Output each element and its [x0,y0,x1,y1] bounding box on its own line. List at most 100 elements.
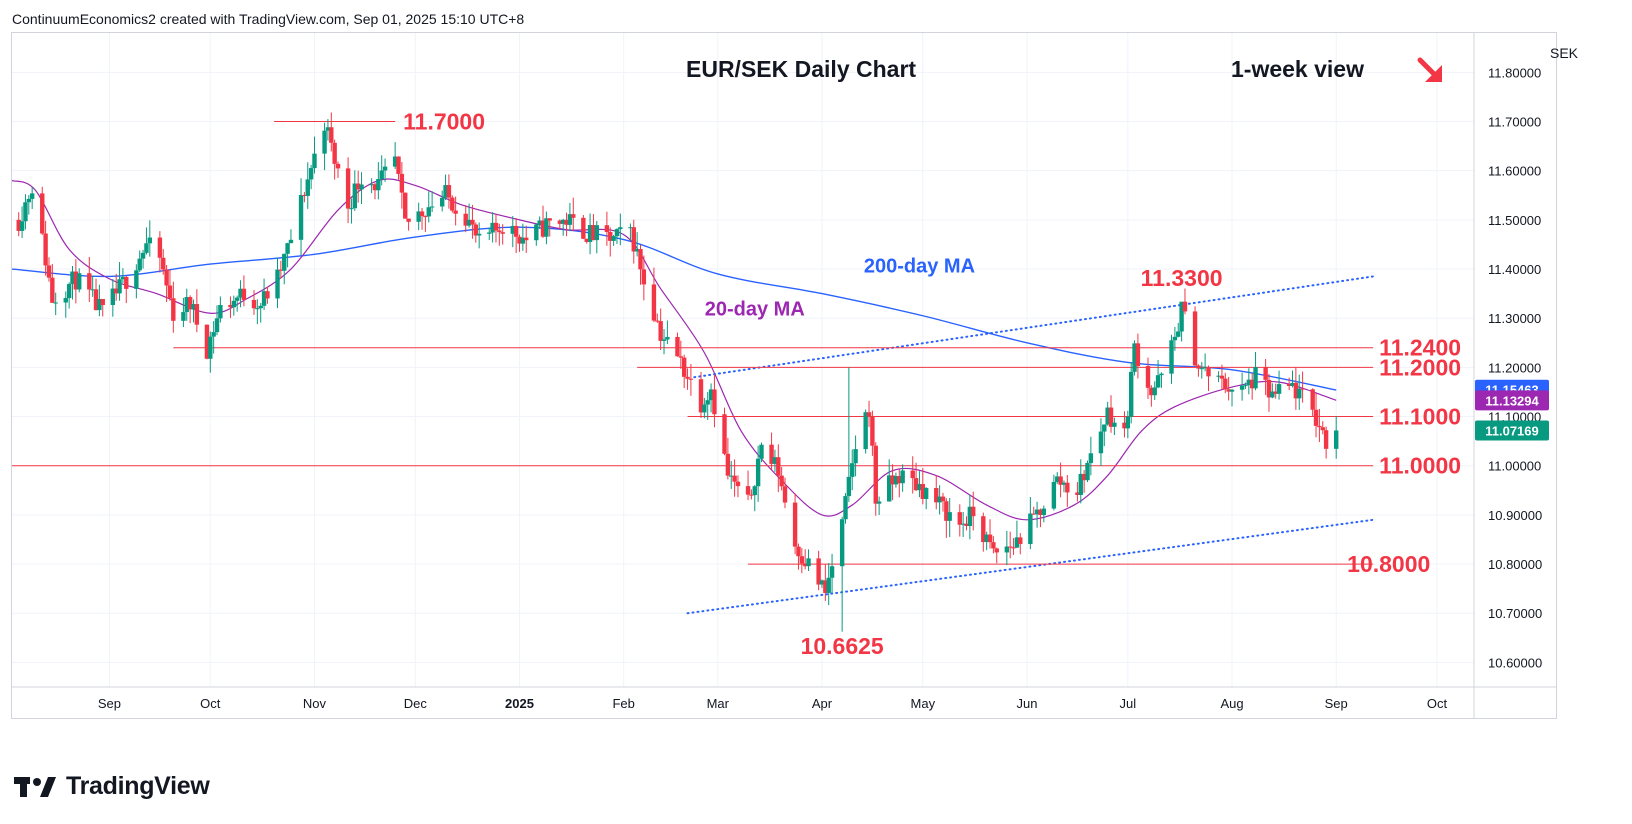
tradingview-brand[interactable]: TradingView [14,772,210,801]
candle-body [288,239,294,244]
candle-body [611,236,616,241]
candle-body [631,227,636,252]
candle-body [792,502,798,547]
candle-body [234,297,240,301]
candle-body [100,298,105,306]
x-tick-label: Jun [1017,696,1038,711]
candle-body [991,542,996,549]
candle-body [335,163,341,169]
candle-body [228,304,233,308]
channel-lines [686,275,1375,615]
candle-body [403,192,408,219]
ma-label: 20-day MA [705,299,805,321]
candle-body [1223,378,1228,390]
candle-body [618,227,623,230]
candle-body [87,273,92,290]
candle-body [1159,373,1164,376]
candle-body [1172,336,1178,341]
candle-body [544,218,549,237]
candle-body [712,389,717,415]
candle-body [147,237,152,244]
candle-body [1317,425,1322,428]
chart-annotations: 11.3300 10.6625 200-day MA 20-day MA [705,255,1223,659]
candle-body [73,271,79,290]
candle-body [23,202,28,222]
candle-body [426,207,431,217]
candle-body [641,269,647,285]
candle-body [1038,509,1043,515]
candle-body [1051,481,1057,509]
candle-body [920,484,926,499]
candle-body [1273,391,1278,394]
candle-body [241,288,247,300]
y-tick-label: 11.40000 [1488,262,1541,277]
candle-body [312,153,317,169]
candle-body [1078,473,1083,495]
candle-body [278,269,284,271]
candle-body [661,339,667,341]
candle-body [1310,389,1315,410]
candle-body [40,193,45,234]
candle-body [161,257,166,270]
candle-body [614,229,620,237]
candle-body [846,476,852,497]
candle-body [722,414,727,454]
candle-body [352,183,358,209]
candle-body [510,225,515,234]
price-badge [1475,420,1549,441]
ma200-path [11,226,1337,391]
y-tick-label: 11.20000 [1488,360,1541,375]
candle-body [802,563,808,567]
candle-body [910,470,915,479]
candle-body [97,298,102,311]
candle-body [1041,508,1047,515]
candle-body [298,195,304,240]
candle-body [124,276,129,289]
candle-body [1125,416,1131,429]
chart-title: EUR/SEK Daily Chart [686,56,916,82]
candle-body [917,484,922,491]
candle-body [497,230,502,233]
candlestick-series [16,112,1339,632]
x-tick-label: Sep [98,696,121,711]
candle-body [1145,366,1151,388]
candle-body [843,496,848,520]
candle-body [1249,379,1255,389]
x-tick-label: 2025 [505,696,534,711]
candle-body [779,475,784,487]
candle-body [702,404,707,413]
channel-line [693,275,1375,379]
candle-body [218,304,223,319]
candle-body [1128,371,1134,417]
candle-body [473,224,479,236]
candle-body [776,457,781,476]
candle-body [110,288,116,306]
candle-body [211,332,216,337]
candle-body [359,184,364,190]
candle-body [1226,389,1231,392]
candle-body [1007,546,1013,548]
candle-body [964,523,969,526]
candle-body [1216,375,1221,377]
candle-body [443,185,448,198]
candle-body [167,285,173,299]
candle-body [406,218,411,222]
candle-body [171,298,176,321]
candle-body [332,142,337,164]
candle-body [157,237,163,258]
candle-body [685,376,690,379]
chart-axes: 10.60000 10.70000 10.80000 10.90000 11.00000… [11,32,1557,719]
candle-body [893,476,899,485]
candle-body [345,168,351,209]
candle-body [1286,384,1292,387]
price-badge [1475,390,1549,411]
candle-body [194,304,200,325]
candle-body [1004,546,1010,553]
candle-body [752,486,757,496]
candle-body [500,232,505,234]
candle-body [490,222,495,233]
candle-body [191,304,196,310]
level-label: 11.7000 [403,109,485,135]
